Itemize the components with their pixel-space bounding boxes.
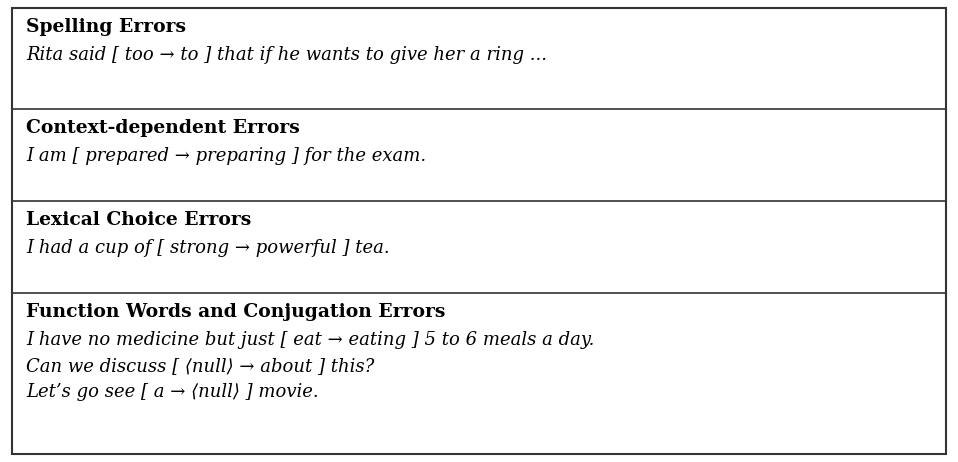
Text: Let’s go see [ a → ⟨null⟩ ] movie.: Let’s go see [ a → ⟨null⟩ ] movie. [26, 383, 319, 401]
Text: Spelling Errors: Spelling Errors [26, 18, 186, 36]
Text: I have no medicine but just [ eat → eating ] 5 to 6 meals a day.: I have no medicine but just [ eat → eati… [26, 331, 594, 349]
Text: Context-dependent Errors: Context-dependent Errors [26, 119, 300, 137]
Text: I had a cup of [ strong → powerful ] tea.: I had a cup of [ strong → powerful ] tea… [26, 239, 390, 257]
Text: Function Words and Conjugation Errors: Function Words and Conjugation Errors [26, 303, 445, 321]
Text: I am [ prepared → preparing ] for the exam.: I am [ prepared → preparing ] for the ex… [26, 147, 426, 165]
Text: Rita said [ too → to ] that if he wants to give her a ring ...: Rita said [ too → to ] that if he wants … [26, 46, 547, 64]
Text: Can we discuss [ ⟨null⟩ → about ] this?: Can we discuss [ ⟨null⟩ → about ] this? [26, 357, 375, 375]
Text: Lexical Choice Errors: Lexical Choice Errors [26, 211, 251, 229]
